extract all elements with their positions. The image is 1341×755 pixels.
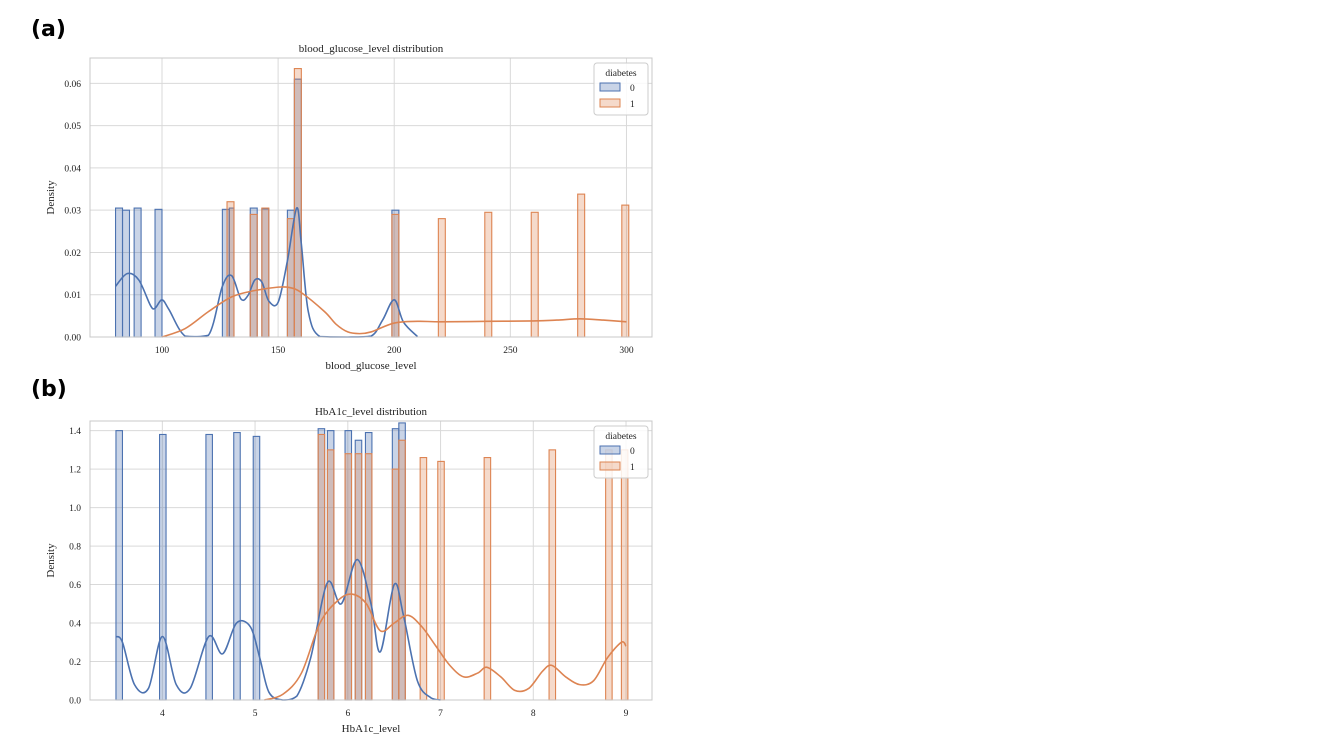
- y-tick-label: 1.0: [69, 504, 81, 514]
- x-tick-label: 7: [438, 709, 443, 719]
- legend-title: diabetes: [605, 69, 636, 79]
- chart-a: 100 150 200 250 300 0.00 0.01 0.02 0.03 0.04 0.05 0…: [45, 43, 653, 372]
- hist-bar-series-0: [159, 433, 167, 701]
- chart-title: blood_glucose_level distribution: [299, 43, 444, 55]
- legend: diabetes 0 1: [593, 62, 649, 116]
- hist-bar-series-1: [437, 218, 446, 338]
- y-axis-label: Density: [45, 543, 57, 578]
- legend-swatch-0: [599, 445, 621, 455]
- hist-bar-series-1: [293, 68, 302, 338]
- x-axis-label: HbA1c_level: [342, 723, 401, 735]
- chart-b: 4 5 6 7 8 9 0.0 0.2 0.4 0.6 0.8 1.0 1.2 1.4 HbA1c_leve…: [45, 406, 653, 735]
- x-tick-label: 150: [271, 346, 286, 356]
- kde-curve-series-1: [161, 285, 627, 338]
- y-tick-label: 0.04: [64, 164, 81, 174]
- x-tick-label: 250: [503, 346, 518, 356]
- y-tick-label: 0.02: [64, 249, 81, 259]
- y-tick-label: 0.01: [64, 291, 81, 301]
- hist-bar-series-1: [621, 204, 630, 338]
- x-tick-label: 200: [387, 346, 402, 356]
- x-tick-label: 100: [155, 346, 170, 356]
- x-axis-label: blood_glucose_level: [325, 360, 416, 372]
- legend-label-1: 1: [630, 463, 635, 473]
- hist-bar-series-1: [548, 449, 557, 701]
- hist-bar-series-1: [605, 449, 613, 701]
- y-tick-label: 0.4: [69, 620, 81, 630]
- x-tick-label: 9: [624, 709, 629, 719]
- y-tick-label: 0.6: [69, 581, 81, 591]
- legend-swatch-0: [599, 82, 621, 92]
- hist-bar-series-0: [252, 435, 261, 701]
- y-tick-label: 0.8: [69, 543, 81, 553]
- hist-bar-series-1: [326, 449, 335, 701]
- legend: diabetes 0 1: [593, 425, 649, 479]
- hist-bar-series-1: [226, 201, 235, 338]
- hist-bar-series-1: [261, 207, 270, 338]
- y-tick-label: 0.05: [64, 122, 81, 132]
- hist-bar-series-1: [620, 449, 629, 701]
- y-axis-label: Density: [45, 180, 57, 215]
- hist-bar-series-0: [115, 430, 124, 701]
- hist-bar-series-1: [530, 211, 539, 338]
- legend-box: [593, 62, 649, 116]
- hist-bar-series-1: [391, 213, 400, 338]
- legend-label-1: 1: [630, 100, 635, 110]
- hist-bar-series-1: [419, 457, 428, 701]
- hist-bar-series-1: [317, 433, 326, 701]
- legend-title: diabetes: [605, 432, 636, 442]
- plot-frame: [89, 57, 653, 338]
- y-tick-label: 0.2: [69, 658, 81, 668]
- legend-label-0: 0: [630, 84, 635, 94]
- hist-bar-series-0: [114, 207, 124, 338]
- x-tick-label: 5: [253, 709, 258, 719]
- panel-label-a: (a): [31, 17, 66, 42]
- legend-swatch-1: [599, 461, 621, 471]
- hist-bar-series-1: [437, 460, 445, 701]
- y-tick-label: 0.06: [64, 80, 81, 90]
- legend-label-0: 0: [630, 447, 635, 457]
- x-tick-label: 4: [160, 709, 165, 719]
- hist-bar-series-1: [354, 453, 363, 701]
- hist-bar-series-1: [364, 453, 373, 701]
- x-tick-label: 8: [531, 709, 536, 719]
- kde-curve-series-1: [264, 593, 627, 701]
- hist-bar-series-1: [484, 211, 493, 338]
- hist-bar-series-1: [249, 213, 258, 338]
- hist-bar-series-0: [205, 433, 213, 701]
- kde-curve-series-0: [115, 558, 441, 701]
- x-tick-label: 6: [345, 709, 350, 719]
- legend-box: [593, 425, 649, 479]
- y-tick-label: 0.0: [69, 697, 81, 707]
- y-tick-label: 1.4: [69, 427, 81, 437]
- plot-frame: [89, 420, 653, 701]
- y-tick-label: 1.2: [69, 466, 81, 476]
- hist-bar-series-0: [133, 207, 142, 338]
- panel-label-b: (b): [31, 377, 67, 402]
- legend-swatch-1: [599, 98, 621, 108]
- hist-bar-series-0: [154, 208, 163, 338]
- hist-bar-series-1: [577, 193, 586, 338]
- y-tick-label: 0.00: [64, 334, 81, 344]
- hist-bar-series-1: [483, 457, 492, 701]
- y-tick-label: 0.03: [64, 207, 81, 217]
- x-tick-label: 300: [619, 346, 634, 356]
- hist-bar-series-0: [233, 431, 241, 701]
- hist-bar-series-1: [398, 439, 406, 701]
- chart-title: HbA1c_level distribution: [315, 406, 428, 418]
